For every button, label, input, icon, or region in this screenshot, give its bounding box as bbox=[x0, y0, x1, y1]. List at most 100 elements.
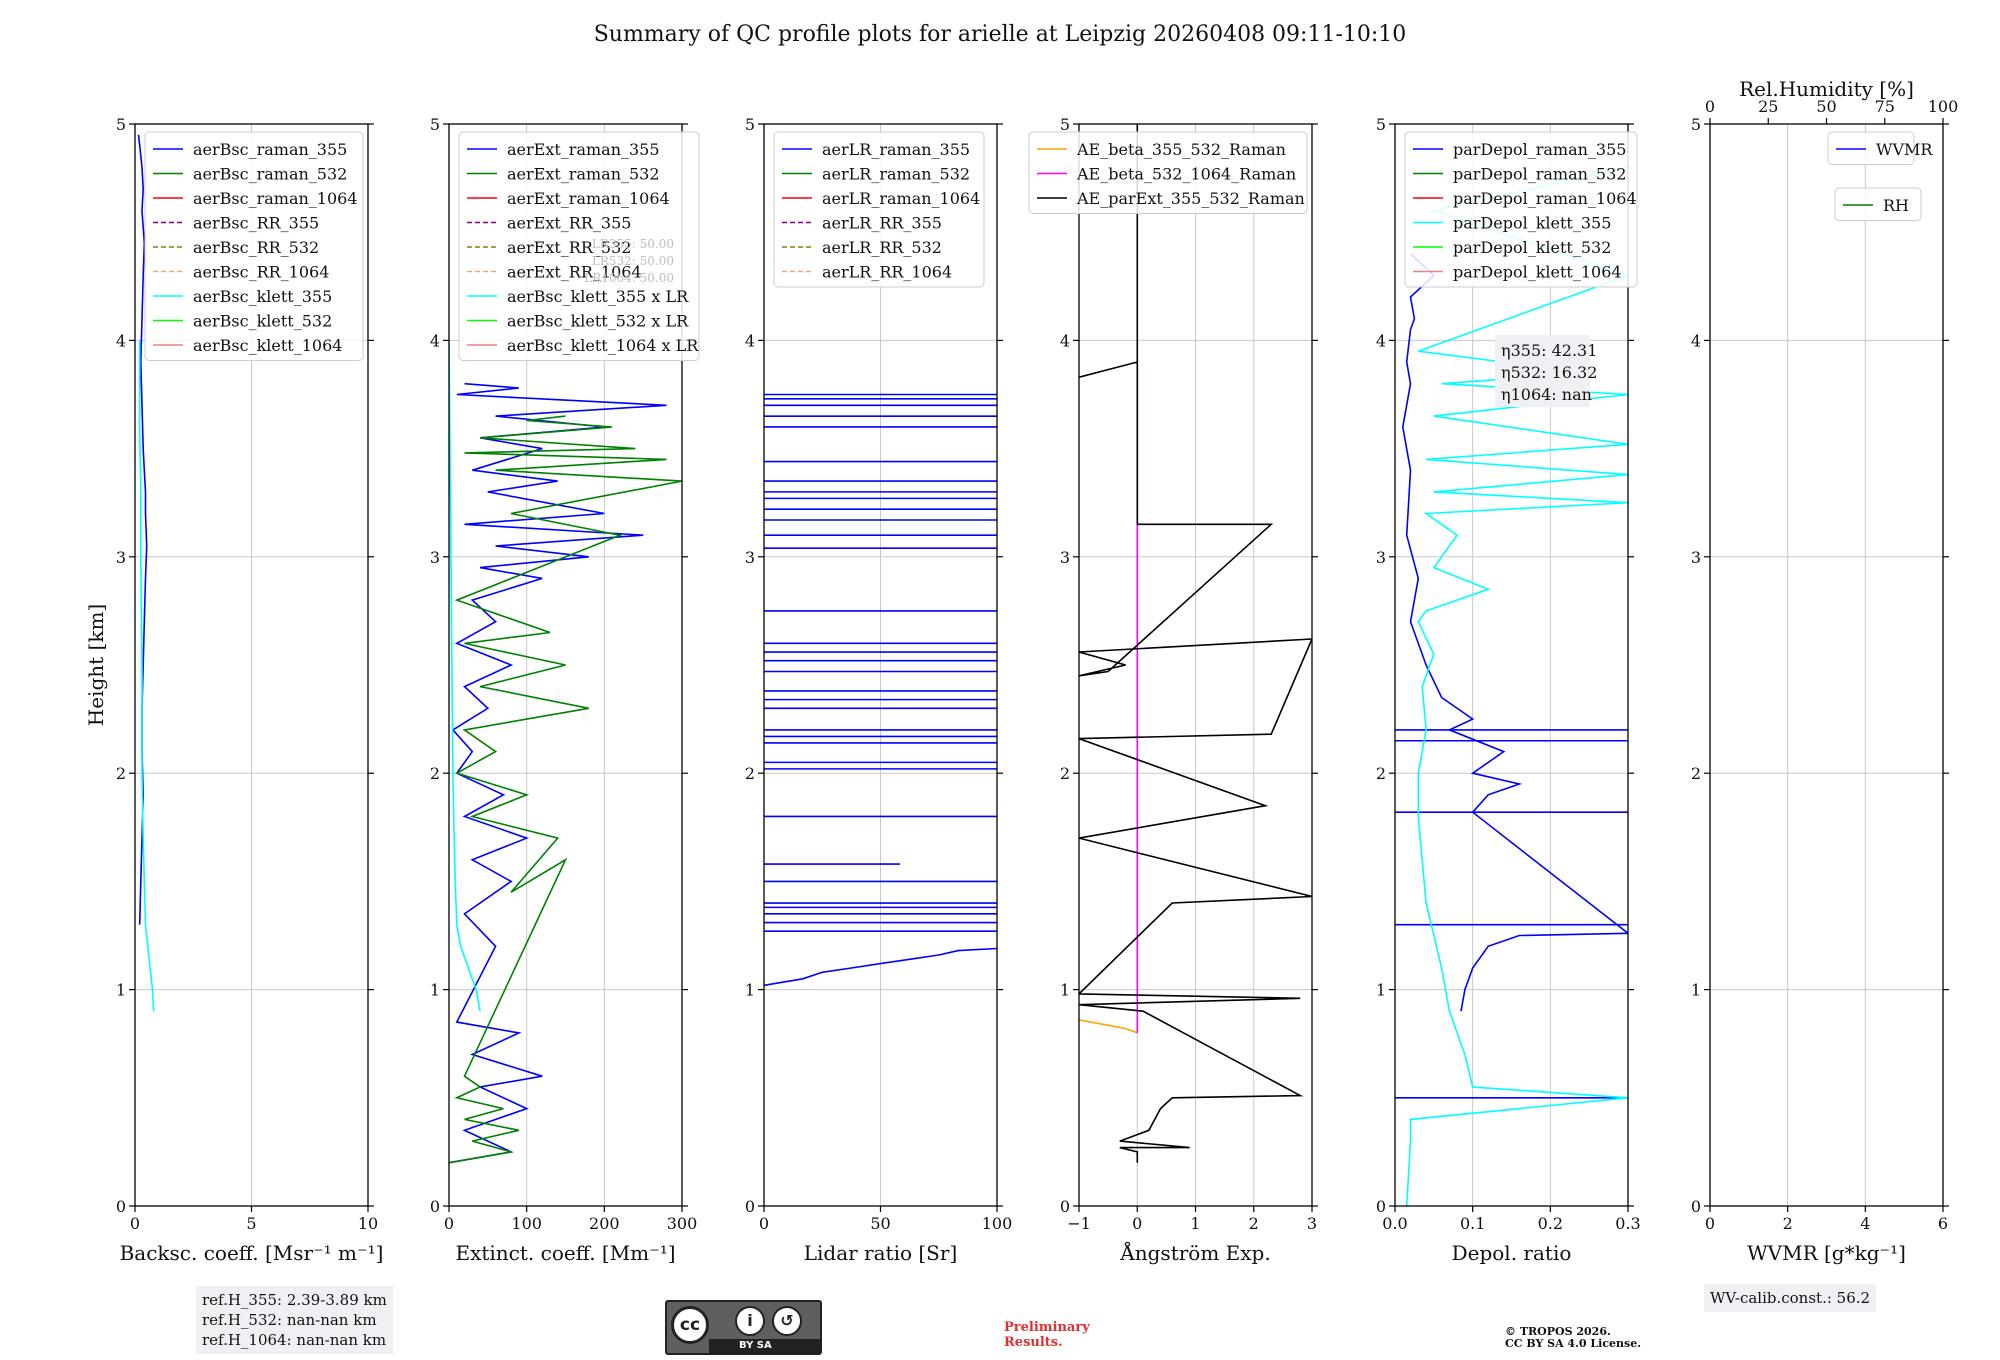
y-tick-label: 3 bbox=[1691, 548, 1701, 567]
x-tick-label: 200 bbox=[589, 1214, 620, 1233]
legend-label: aerExt_RR_1064 bbox=[507, 263, 642, 282]
lr-annotation: LR355: 50.00 bbox=[592, 237, 674, 251]
y-tick-label: 4 bbox=[116, 331, 126, 350]
y-tick-label: 4 bbox=[1376, 331, 1386, 350]
y-tick-label: 0 bbox=[1691, 1197, 1701, 1216]
legend-label: aerBsc_raman_355 bbox=[193, 140, 347, 159]
eta-box bbox=[1495, 335, 1590, 407]
y-tick-label: 5 bbox=[745, 115, 755, 134]
y-tick-label: 4 bbox=[745, 331, 755, 350]
legend-label: parDepol_raman_532 bbox=[1453, 165, 1626, 184]
legend-label: aerLR_RR_532 bbox=[822, 238, 942, 257]
y-tick-label: 1 bbox=[430, 981, 440, 1000]
x-tick-label: 2 bbox=[1783, 1214, 1793, 1233]
top-tick-label: 25 bbox=[1758, 97, 1778, 116]
series-aerExt_raman_355 bbox=[449, 382, 667, 1164]
legend-box bbox=[144, 131, 364, 361]
y-tick-label: 5 bbox=[1691, 115, 1701, 134]
copyright-note: © TROPOS 2026. CC BY SA 4.0 License. bbox=[1505, 1326, 1641, 1350]
series-aerBsc_klett_355 x LR bbox=[449, 340, 481, 1012]
x-tick-label: 0 bbox=[444, 1214, 454, 1233]
y-tick-label: 2 bbox=[745, 764, 755, 783]
legend-label: aerExt_raman_355 bbox=[507, 140, 660, 159]
y-tick-label: 1 bbox=[1376, 981, 1386, 1000]
legend-label: aerExt_raman_532 bbox=[507, 165, 660, 184]
plot-frame bbox=[448, 123, 683, 1207]
y-tick-label: 4 bbox=[430, 331, 440, 350]
x-tick-label: 0.2 bbox=[1538, 1214, 1563, 1233]
y-tick-label: 4 bbox=[1060, 331, 1070, 350]
y-tick-label: 5 bbox=[1060, 115, 1070, 134]
legend-box bbox=[1404, 131, 1638, 288]
y-tick-label: 2 bbox=[1060, 764, 1070, 783]
x-tick-label: 0.0 bbox=[1382, 1214, 1407, 1233]
y-tick-label: 5 bbox=[1376, 115, 1386, 134]
eta-annotation: η355: 42.31 bbox=[1501, 341, 1597, 360]
x-axis-label: Depol. ratio bbox=[1452, 1241, 1572, 1265]
x-tick-label: 1 bbox=[1190, 1214, 1200, 1233]
eta-annotation: η1064: nan bbox=[1501, 385, 1592, 404]
x-tick-label: 300 bbox=[667, 1214, 698, 1233]
legend-label: aerBsc_RR_1064 bbox=[193, 263, 329, 282]
legend-label: parDepol_raman_355 bbox=[1453, 140, 1626, 159]
y-tick-label: 3 bbox=[1376, 548, 1386, 567]
legend-label: aerBsc_klett_1064 x LR bbox=[507, 336, 699, 355]
panel-extinction: 0 100 200 300 0 1 2 3 4 5 Extinct. coeff. [Mm⁻¹] ae… bbox=[430, 115, 700, 1265]
y-tick-label: 5 bbox=[430, 115, 440, 134]
x-tick-label: 0 bbox=[130, 1214, 140, 1233]
x-tick-label: 0.3 bbox=[1615, 1214, 1640, 1233]
series-parDepol_raman_355 bbox=[1401, 253, 1628, 1012]
x-axis-label: Backsc. coeff. [Msr⁻¹ m⁻¹] bbox=[120, 1241, 384, 1265]
legend-label: RH bbox=[1883, 196, 1909, 215]
legend-label: aerLR_RR_355 bbox=[822, 214, 942, 233]
legend-label: aerBsc_klett_1064 bbox=[193, 336, 342, 355]
x-tick-label: 100 bbox=[511, 1214, 542, 1233]
y-tick-label: 3 bbox=[430, 548, 440, 567]
plot-frame bbox=[763, 123, 998, 1207]
x-tick-label: 6 bbox=[1938, 1214, 1948, 1233]
top-tick-label: 100 bbox=[1928, 97, 1959, 116]
ref-height-1064: ref.H_1064: nan-nan km bbox=[202, 1331, 387, 1349]
x-tick-label: 0.1 bbox=[1460, 1214, 1485, 1233]
legend-box bbox=[1028, 131, 1308, 214]
preliminary-note: Preliminary Results. bbox=[1004, 1320, 1090, 1350]
cc-icon: cc bbox=[671, 1306, 709, 1344]
x-tick-label: 5 bbox=[246, 1214, 256, 1233]
series-aerExt_raman_532 bbox=[449, 415, 682, 1164]
x-axis-label: Ångström Exp. bbox=[1119, 1240, 1270, 1265]
x-tick-label: 100 bbox=[982, 1214, 1013, 1233]
y-tick-label: 3 bbox=[745, 548, 755, 567]
legend-label: aerLR_RR_1064 bbox=[822, 263, 952, 282]
top-tick-label: 75 bbox=[1875, 97, 1895, 116]
panel-depol: 0.0 0.1 0.2 0.3 0 1 2 3 4 5 Depol. ratio parDepol_r… bbox=[1376, 115, 1641, 1265]
y-tick-label: 0 bbox=[745, 1197, 755, 1216]
preliminary-line-2: Results. bbox=[1004, 1335, 1063, 1350]
y-tick-label: 0 bbox=[1060, 1197, 1070, 1216]
legend-label: AE_beta_532_1064_Raman bbox=[1076, 165, 1296, 184]
legend-label: parDepol_klett_1064 bbox=[1453, 263, 1622, 282]
y-axis-label: Height [km] bbox=[84, 604, 108, 726]
panel-lidar_ratio: 0 50 100 0 1 2 3 4 5 Lidar ratio [Sr] aerLR_raman_… bbox=[745, 115, 1012, 1265]
y-tick-label: 1 bbox=[745, 981, 755, 1000]
x-tick-label: 2 bbox=[1249, 1214, 1259, 1233]
top-tick-label: 0 bbox=[1705, 97, 1715, 116]
y-tick-label: 2 bbox=[1691, 764, 1701, 783]
y-tick-label: 0 bbox=[430, 1197, 440, 1216]
legend-label: aerBsc_klett_355 bbox=[193, 287, 332, 306]
y-tick-label: 1 bbox=[116, 981, 126, 1000]
legend-label: aerExt_RR_355 bbox=[507, 214, 631, 233]
preliminary-line-1: Preliminary bbox=[1004, 1320, 1090, 1335]
y-tick-label: 0 bbox=[116, 1197, 126, 1216]
y-tick-label: 3 bbox=[1060, 548, 1070, 567]
series-aerLR_raman_355 bbox=[764, 947, 997, 987]
legend-label: AE_parExt_355_532_Raman bbox=[1076, 189, 1305, 208]
series-AE_beta_355_532_Raman bbox=[1079, 1019, 1138, 1034]
legend-box bbox=[773, 131, 985, 288]
top-tick-label: 50 bbox=[1816, 97, 1836, 116]
y-tick-label: 2 bbox=[1376, 764, 1386, 783]
x-tick-label: 50 bbox=[870, 1214, 890, 1233]
legend-box bbox=[1827, 131, 1915, 165]
legend-label: aerLR_raman_355 bbox=[822, 140, 970, 159]
cc-badge-label: BY SA bbox=[709, 1339, 820, 1353]
ref-height-355: ref.H_355: 2.39-3.89 km bbox=[202, 1291, 387, 1309]
